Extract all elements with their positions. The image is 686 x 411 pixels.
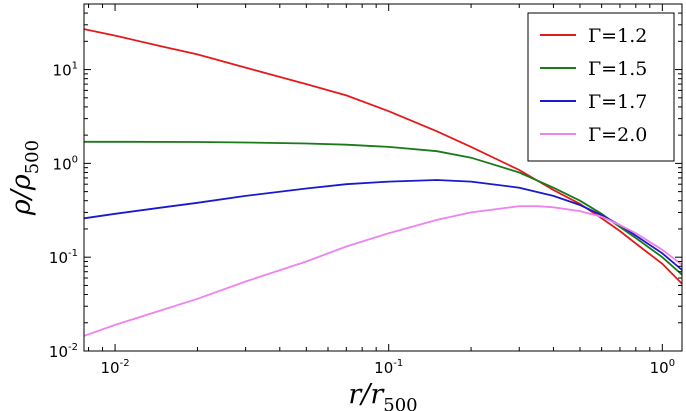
x-axis-label: r/r500 bbox=[348, 379, 417, 411]
series-line-4 bbox=[84, 205, 682, 337]
series-line-1 bbox=[84, 28, 682, 285]
legend-label-4: Γ=2.0 bbox=[588, 124, 647, 146]
y-axis-label: ρ/ρ500 bbox=[6, 140, 43, 216]
y-tick-label: 101 bbox=[53, 61, 78, 80]
x-axis-label-sub: 500 bbox=[383, 395, 417, 411]
series-line-3 bbox=[84, 179, 682, 271]
x-tick-label: 10-1 bbox=[374, 358, 403, 377]
y-tick-label: 10-1 bbox=[49, 248, 78, 267]
legend-label-3: Γ=1.7 bbox=[588, 91, 647, 113]
x-axis-label-main: r/r bbox=[348, 379, 385, 410]
x-tick-label: 100 bbox=[650, 358, 675, 377]
series-line-2 bbox=[84, 140, 682, 276]
y-axis-label-main: ρ/ρ bbox=[6, 174, 37, 216]
legend-label-1: Γ=1.2 bbox=[588, 25, 647, 47]
legend-label-2: Γ=1.5 bbox=[588, 58, 647, 80]
legend-box bbox=[527, 12, 675, 162]
tick-layer: 10-2 10-1 100 10-2 10-1 100 101 bbox=[49, 3, 682, 377]
x-tick-label: 10-2 bbox=[101, 358, 130, 377]
series-layer bbox=[84, 28, 682, 337]
y-tick-label: 10-2 bbox=[49, 342, 78, 361]
legend: Γ=1.2 Γ=1.5 Γ=1.7 Γ=2.0 bbox=[527, 12, 675, 162]
y-tick-label: 100 bbox=[53, 154, 78, 173]
y-axis-label-sub: 500 bbox=[22, 140, 43, 174]
